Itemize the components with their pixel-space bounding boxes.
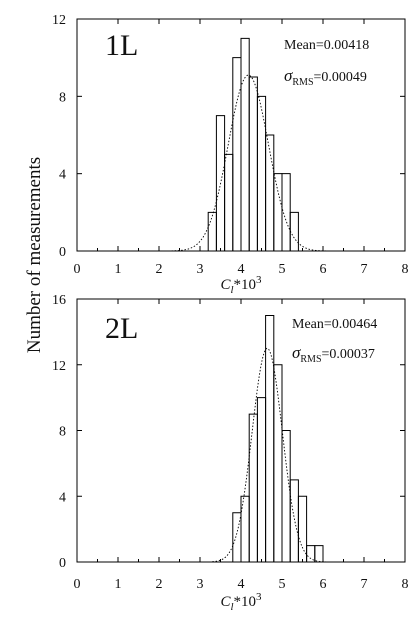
x-tick-label: 2 [156,262,163,277]
x-label-sub: l [230,601,233,613]
y-tick-label: 16 [52,293,66,308]
x-tick-label: 1 [115,262,122,277]
gaussian-fit-curve [171,74,332,252]
x-label-rest: *10 [234,277,257,293]
x-axis-label: Cl*103 [220,274,262,296]
x-tick-label: 2 [156,577,163,592]
panel-label: 1L [105,29,138,62]
sigma-value: =0.00037 [322,347,375,362]
panel-label: 2L [105,312,138,345]
sigma-symbol: σ [284,66,293,85]
mean-annotation: Mean=0.00418 [284,38,369,53]
x-label-main: C [220,277,231,293]
histogram-bin [240,495,250,562]
histogram-bin [207,211,217,251]
histogram-bin [256,397,267,562]
histogram-bin [265,314,275,562]
y-tick-label: 12 [52,13,66,28]
x-tick-label: 7 [361,577,368,592]
x-tick-label: 0 [74,577,81,592]
x-label-main: C [220,594,231,610]
x-tick-label: 6 [320,577,327,592]
histogram-bin [297,495,308,562]
x-tick-label: 4 [238,262,245,277]
histogram-bin [248,413,258,562]
x-tick-label: 6 [320,262,327,277]
y-tick-label: 0 [59,245,66,260]
x-tick-label: 8 [402,262,409,277]
x-tick-label: 3 [197,577,204,592]
histogram-bin [281,173,291,251]
x-label-sup: 3 [256,591,262,603]
y-tick-label: 0 [59,556,66,571]
sigma-symbol: σ [292,343,301,362]
x-tick-label: 7 [361,262,368,277]
x-tick-label: 3 [197,262,204,277]
y-tick-label: 8 [59,90,66,105]
histogram-bin [224,153,234,251]
histogram-bin [273,173,283,251]
x-label-rest: *10 [234,594,257,610]
histogram-bin [232,57,242,251]
sigma-value: =0.00049 [314,70,367,85]
x-tick-label: 0 [74,262,81,277]
x-axis-label: Cl*103 [220,591,262,613]
x-tick-label: 8 [402,577,409,592]
y-tick-label: 8 [59,425,66,440]
histogram-bin [248,76,258,251]
x-label-sup: 3 [256,274,262,286]
y-tick-label: 4 [59,168,66,183]
histogram-bin [232,512,242,562]
sigma-subscript: RMS [300,354,321,365]
y-tick-label: 4 [59,490,66,505]
y-tick-label: 12 [52,359,66,374]
gaussian-fit-curve [212,347,328,563]
x-tick-label: 1 [115,577,122,592]
x-tick-label: 5 [279,262,286,277]
mean-annotation: Mean=0.00464 [292,317,377,332]
histogram-bin [240,37,250,251]
sigma-rms-annotation: σRMS=0.00037 [292,343,375,365]
histogram-bin [289,211,299,251]
x-tick-label: 5 [279,577,286,592]
histogram-bin [256,95,267,251]
histogram-bin [281,430,291,562]
y-axis-label: Number of measurements [24,157,45,353]
x-tick-label: 4 [238,577,245,592]
histogram-bin [314,545,324,562]
sigma-subscript: RMS [292,77,313,88]
histogram-bin [289,479,299,562]
x-label-sub: l [230,284,233,296]
sigma-rms-annotation: σRMS=0.00049 [284,66,367,88]
